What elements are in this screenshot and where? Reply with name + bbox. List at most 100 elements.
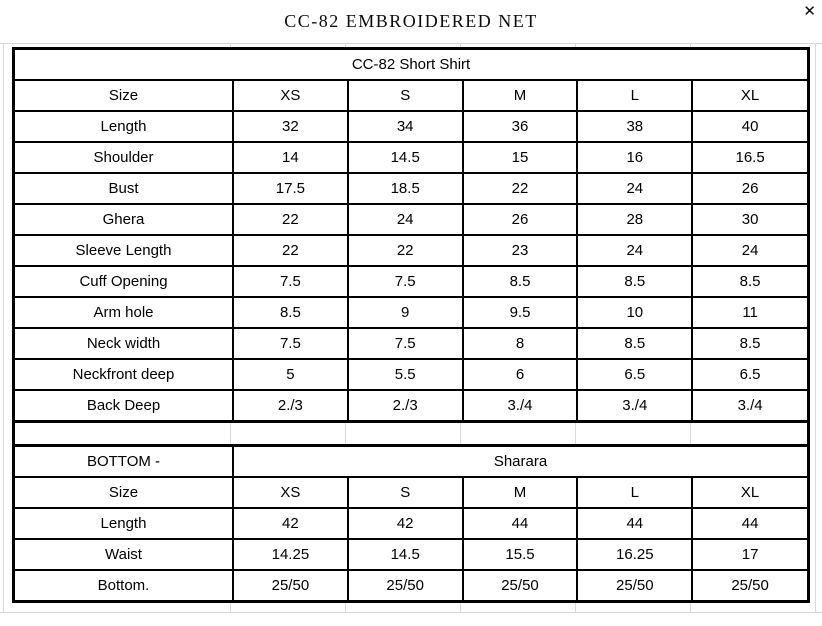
- table-row: Waist 14.25 14.5 15.5 16.25 17: [15, 538, 807, 571]
- value-cell: 23: [461, 234, 579, 267]
- value-cell: 15.5: [461, 538, 579, 571]
- value-cell: 26: [691, 172, 808, 205]
- row-label-cell: Bust: [15, 172, 234, 205]
- value-cell: 6.5: [691, 358, 808, 391]
- value-cell: 36: [461, 110, 579, 143]
- size-header-cell: XS: [232, 476, 349, 509]
- table-row: Cuff Opening 7.5 7.5 8.5 8.5 8.5: [15, 265, 808, 298]
- size-header-cell: L: [576, 79, 694, 112]
- value-cell: 3./4: [461, 389, 579, 420]
- value-cell: 24: [691, 234, 808, 267]
- value-cell: 26: [461, 203, 579, 236]
- value-cell: 2./3: [232, 389, 349, 420]
- value-cell: 9: [346, 296, 464, 329]
- table-row: Length 32 34 36 38 40: [15, 110, 808, 143]
- spreadsheet-gridline: [3, 43, 4, 613]
- size-header-cell: XS: [232, 79, 349, 112]
- value-cell: 3./4: [576, 389, 694, 420]
- value-cell: 30: [691, 203, 808, 236]
- row-label-cell: Bottom.: [15, 569, 234, 600]
- short-shirt-table: CC-82 Short Shirt Size XS S M L XL Lengt…: [15, 50, 808, 420]
- value-cell: 25/50: [576, 569, 694, 600]
- value-cell: 22: [232, 203, 349, 236]
- value-cell: 14: [232, 141, 349, 174]
- row-label-cell: Length: [15, 110, 234, 143]
- row-label-cell: Waist: [15, 538, 234, 571]
- value-cell: 28: [576, 203, 694, 236]
- value-cell: 7.5: [346, 327, 464, 360]
- row-label-cell: Cuff Opening: [15, 265, 234, 298]
- value-cell: 18.5: [346, 172, 464, 205]
- value-cell: 7.5: [232, 265, 349, 298]
- table-row: Sleeve Length 22 22 23 24 24: [15, 234, 808, 267]
- value-cell: 5: [232, 358, 349, 391]
- value-cell: 25/50: [232, 569, 349, 600]
- value-cell: 11: [691, 296, 808, 329]
- empty-row-spacer: [15, 420, 807, 447]
- value-cell: 6.5: [576, 358, 694, 391]
- value-cell: 34: [346, 110, 464, 143]
- size-header-cell: Size: [15, 79, 234, 112]
- size-header-cell: Size: [15, 476, 234, 509]
- table-row: Ghera 22 24 26 28 30: [15, 203, 808, 236]
- value-cell: 42: [232, 507, 349, 540]
- value-cell: 22: [461, 172, 579, 205]
- value-cell: 24: [576, 172, 694, 205]
- value-cell: 44: [576, 507, 694, 540]
- spreadsheet-gridline: [0, 612, 822, 613]
- table-title-row: CC-82 Short Shirt: [15, 50, 808, 81]
- value-cell: 25/50: [346, 569, 464, 600]
- value-cell: 25/50: [691, 569, 807, 600]
- row-label-cell: Sleeve Length: [15, 234, 234, 267]
- value-cell: 42: [346, 507, 464, 540]
- value-cell: 16: [576, 141, 694, 174]
- table-row: Neckfront deep 5 5.5 6 6.5 6.5: [15, 358, 808, 391]
- value-cell: 24: [346, 203, 464, 236]
- sharara-title-cell: Sharara: [232, 447, 807, 478]
- table-row: Shoulder 14 14.5 15 16 16.5: [15, 141, 808, 174]
- value-cell: 10: [576, 296, 694, 329]
- value-cell: 8.5: [691, 327, 808, 360]
- table-row: Bottom. 25/50 25/50 25/50 25/50 25/50: [15, 569, 807, 600]
- page-title: CC-82 EMBROIDERED NET: [284, 11, 538, 31]
- table-row: Arm hole 8.5 9 9.5 10 11: [15, 296, 808, 329]
- value-cell: 24: [576, 234, 694, 267]
- value-cell: 9.5: [461, 296, 579, 329]
- value-cell: 15: [461, 141, 579, 174]
- value-cell: 25/50: [461, 569, 579, 600]
- size-header-cell: L: [576, 476, 694, 509]
- value-cell: 8.5: [576, 265, 694, 298]
- value-cell: 8: [461, 327, 579, 360]
- value-cell: 7.5: [232, 327, 349, 360]
- value-cell: 14.5: [346, 141, 464, 174]
- value-cell: 22: [232, 234, 349, 267]
- shirt-table-title: CC-82 Short Shirt: [15, 50, 808, 81]
- value-cell: 8.5: [576, 327, 694, 360]
- value-cell: 32: [232, 110, 349, 143]
- row-label-cell: Neckfront deep: [15, 358, 234, 391]
- size-header-cell: S: [346, 79, 464, 112]
- size-chart-sheet: CC-82 Short Shirt Size XS S M L XL Lengt…: [12, 47, 810, 603]
- value-cell: 38: [576, 110, 694, 143]
- table-row: Neck width 7.5 7.5 8 8.5 8.5: [15, 327, 808, 360]
- table-row: Length 42 42 44 44 44: [15, 507, 807, 540]
- row-label-cell: Neck width: [15, 327, 234, 360]
- value-cell: 16.25: [576, 538, 694, 571]
- value-cell: 8.5: [691, 265, 808, 298]
- size-header-cell: XL: [691, 79, 808, 112]
- value-cell: 44: [691, 507, 807, 540]
- value-cell: 14.25: [232, 538, 349, 571]
- value-cell: 22: [346, 234, 464, 267]
- size-header-row: Size XS S M L XL: [15, 476, 807, 509]
- value-cell: 8.5: [232, 296, 349, 329]
- size-header-cell: S: [346, 476, 464, 509]
- close-icon[interactable]: ✕: [803, 2, 816, 20]
- value-cell: 3./4: [691, 389, 808, 420]
- size-header-row: Size XS S M L XL: [15, 79, 808, 112]
- bottom-title-row: BOTTOM - Sharara: [15, 447, 807, 478]
- size-header-cell: M: [461, 79, 579, 112]
- table-row: Back Deep 2./3 2./3 3./4 3./4 3./4: [15, 389, 808, 420]
- sharara-table: BOTTOM - Sharara Size XS S M L XL Length…: [15, 447, 807, 600]
- table-row: Bust 17.5 18.5 22 24 26: [15, 172, 808, 205]
- spreadsheet-gridline: [0, 43, 822, 44]
